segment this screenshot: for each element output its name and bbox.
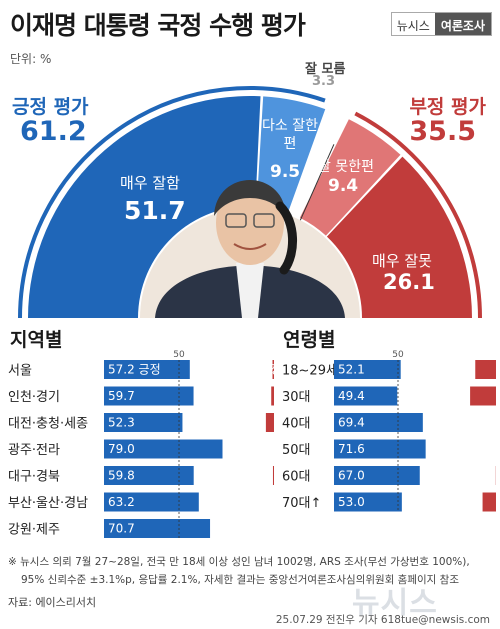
category-label: 서울 xyxy=(8,364,32,379)
age-section-title: 연령별 xyxy=(283,329,336,351)
slice-label-somewhat-bad: 잘 못한편 xyxy=(318,159,374,175)
category-label: 광주·전라 xyxy=(8,443,60,458)
positive-bar xyxy=(104,439,223,459)
positive-value-label: 59.8 xyxy=(108,469,135,483)
negative-bar xyxy=(272,466,274,485)
negative-bar xyxy=(482,492,496,512)
positive-value-label: 49.4 xyxy=(338,389,365,403)
president-photo xyxy=(140,180,360,318)
negative-bar xyxy=(272,360,274,379)
source-label: 자료: 에이스리서치 xyxy=(8,596,97,609)
category-label: 70대↑ xyxy=(282,496,321,511)
newsis-poll-badge: 뉴시스 여론조사 xyxy=(390,12,492,36)
newsis-watermark: 뉴시스 xyxy=(352,586,438,621)
dont-know-pointer xyxy=(299,144,335,221)
slice-value-somewhat-good: 9.5 xyxy=(270,162,301,182)
category-label: 부산·울산·경남 xyxy=(8,496,88,511)
positive-value-label: 53.0 xyxy=(338,495,365,509)
reference-tick-label: 50 xyxy=(173,350,185,360)
category-label: 40대 xyxy=(282,417,311,432)
positive-bar xyxy=(334,360,401,379)
positive-bar xyxy=(104,466,194,485)
positive-value-label: 71.6 xyxy=(338,442,365,456)
positive-bar xyxy=(104,492,199,512)
negative-bar xyxy=(271,386,274,406)
positive-value-label: 59.7 xyxy=(108,389,135,403)
positive-value-label: 57.2 긍정 xyxy=(108,363,161,377)
positive-total-label: 긍정 평가 xyxy=(12,96,89,118)
slice-value-somewhat-bad: 9.4 xyxy=(328,176,359,196)
survey-note-line1: ※ 뉴시스 의뢰 7월 27~28일, 전국 만 18세 이상 성인 남녀 10… xyxy=(8,556,470,568)
page-title: 이재명 대통령 국정 수행 평가 xyxy=(10,11,306,40)
negative-total-value: 35.5 xyxy=(409,116,476,147)
slice-0 xyxy=(28,95,261,318)
group-ring xyxy=(18,86,326,319)
positive-value-label: 63.2 xyxy=(108,495,135,509)
positive-bar xyxy=(334,386,398,406)
category-label: 18~29세 xyxy=(282,364,338,379)
slice-label-very-good: 매우 잘함 xyxy=(120,174,180,192)
category-label: 대구·경북 xyxy=(8,470,60,485)
slice-4 xyxy=(326,156,472,318)
positive-value-label: 70.7 xyxy=(108,522,135,536)
positive-bar xyxy=(104,360,190,379)
negative-total-label: 부정 평가 xyxy=(409,96,486,118)
slice-3 xyxy=(299,119,401,236)
region-section-title: 지역별 xyxy=(10,329,63,351)
badge-newsis: 뉴시스 xyxy=(391,13,435,35)
category-label: 30대 xyxy=(282,390,311,405)
footer-credit: 25.07.29 전진우 기자 618tue@newsis.com xyxy=(275,614,490,626)
slice-1 xyxy=(256,96,326,213)
positive-value-label: 67.0 xyxy=(338,469,365,483)
category-label: 60대 xyxy=(282,470,311,485)
category-label: 인천·경기 xyxy=(8,390,60,405)
dont-know-value: 3.3 xyxy=(312,74,336,89)
slice-label-very-bad: 매우 잘못 xyxy=(372,252,432,270)
positive-bar xyxy=(334,413,423,432)
slice-label-somewhat-good: 다소 잘한 편 xyxy=(262,118,318,152)
category-label: 대전·충청·세종 xyxy=(8,417,88,432)
positive-value-label: 79.0 xyxy=(108,442,135,456)
dont-know-label: 잘 모름 xyxy=(305,62,346,77)
unit-label: 단위: % xyxy=(10,52,52,66)
group-ring xyxy=(354,111,482,319)
category-label: 강원·제주 xyxy=(8,523,60,538)
negative-bar xyxy=(265,413,274,432)
reference-tick-label: 50 xyxy=(392,350,404,360)
slice-value-very-bad: 26.1 xyxy=(383,270,435,294)
positive-bar xyxy=(104,386,194,406)
slice-value-very-good: 51.7 xyxy=(124,196,186,225)
positive-value-label: 69.4 xyxy=(338,416,365,430)
positive-value-label: 52.3 xyxy=(108,416,135,430)
survey-note-line2: 95% 신뢰수준 ±3.1%p, 응답률 2.1%, 자세한 결과는 중앙선거여… xyxy=(21,574,459,586)
positive-bar xyxy=(104,413,183,432)
negative-bar xyxy=(475,360,496,379)
positive-bar xyxy=(334,439,426,459)
category-label: 50대 xyxy=(282,443,311,458)
positive-value-label: 52.1 xyxy=(338,363,365,377)
positive-bar xyxy=(334,492,402,512)
badge-poll: 여론조사 xyxy=(434,13,491,35)
negative-bar xyxy=(470,386,496,406)
positive-bar xyxy=(104,519,211,538)
approval-half-donut-chart xyxy=(18,86,482,319)
age-bar-chart: 5018~29세52.143.930대49.447.340대69.428.550… xyxy=(282,350,496,512)
positive-total-value: 61.2 xyxy=(20,116,87,147)
slice-2 xyxy=(289,110,347,218)
negative-value-label: 부정 37.5 xyxy=(259,363,274,377)
